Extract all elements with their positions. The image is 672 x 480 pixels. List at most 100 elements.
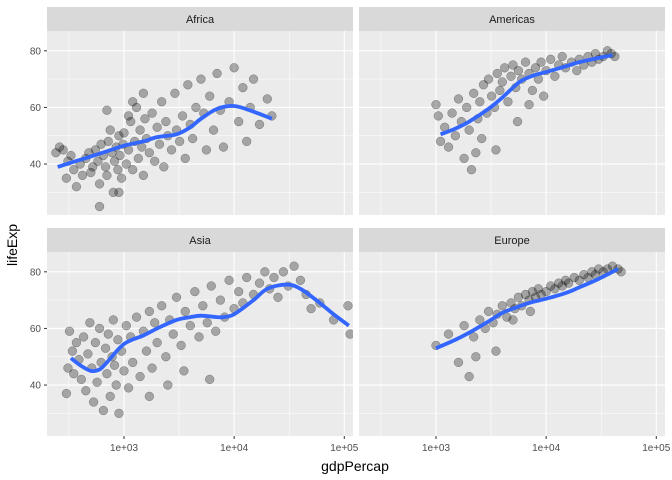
data-point xyxy=(133,153,143,164)
smooth-trend-line xyxy=(439,53,613,137)
data-point xyxy=(86,167,96,178)
data-point xyxy=(563,278,574,288)
facet-panels: Africa Americas Asia Europe xyxy=(47,7,665,436)
data-point xyxy=(69,369,79,379)
data-point xyxy=(51,148,61,158)
data-point xyxy=(154,139,165,149)
data-point xyxy=(550,71,560,81)
data-point xyxy=(306,303,316,314)
data-point xyxy=(459,153,469,164)
data-point xyxy=(506,71,516,81)
data-point xyxy=(254,119,265,130)
data-point xyxy=(159,162,169,172)
axes: 40 60 80 40 60 80 1e+03 1e+04 1e+05 1e+03 1e+04 1e+… xyxy=(30,46,671,454)
data-point xyxy=(278,267,289,277)
facet-strip-label: Asia xyxy=(189,235,211,247)
data-point xyxy=(539,91,549,101)
data-point xyxy=(103,329,113,339)
x-tick-label: 1e+03 xyxy=(422,443,451,454)
data-point xyxy=(574,275,584,285)
data-point xyxy=(462,102,472,113)
facet-strip xyxy=(47,7,353,31)
data-point xyxy=(71,337,82,348)
data-point xyxy=(499,63,510,73)
data-point xyxy=(108,187,118,198)
data-point xyxy=(513,65,524,76)
data-point xyxy=(433,111,443,121)
facet-strip-label: Africa xyxy=(186,14,215,26)
data-point xyxy=(103,136,113,147)
data-point xyxy=(64,326,75,336)
data-point xyxy=(478,80,489,90)
data-point xyxy=(572,65,582,76)
data-point xyxy=(546,281,556,291)
data-point xyxy=(497,301,507,311)
data-point xyxy=(128,357,138,368)
data-point xyxy=(527,286,538,297)
data-point xyxy=(179,366,189,376)
data-point xyxy=(513,292,524,302)
data-point xyxy=(144,306,155,317)
data-point xyxy=(447,108,457,118)
gridlines xyxy=(47,31,353,215)
data-point xyxy=(557,281,567,291)
data-point xyxy=(168,329,178,339)
data-point xyxy=(161,352,171,362)
data-point xyxy=(93,156,103,166)
data-point xyxy=(81,386,91,396)
data-point xyxy=(102,105,112,115)
y-tick-label: 60 xyxy=(30,324,42,335)
y-tick-label: 80 xyxy=(30,267,42,278)
data-point xyxy=(83,349,93,359)
y-axis-title: lifeExp xyxy=(4,224,20,266)
data-point xyxy=(443,142,454,152)
data-point xyxy=(295,275,306,285)
data-point xyxy=(527,85,538,96)
x-tick-label: 1e+05 xyxy=(642,443,671,454)
data-point xyxy=(76,374,86,385)
data-point xyxy=(138,170,149,181)
data-point xyxy=(530,63,541,73)
data-point xyxy=(113,165,123,175)
data-point xyxy=(508,60,518,70)
data-point xyxy=(198,301,208,311)
data-point xyxy=(121,159,131,169)
data-point xyxy=(150,156,160,166)
data-point xyxy=(63,363,73,373)
facet-panel-americas: Americas xyxy=(359,7,665,215)
data-point xyxy=(205,91,215,101)
data-point xyxy=(100,343,111,353)
data-point xyxy=(491,145,501,155)
data-point xyxy=(138,88,149,98)
data-point xyxy=(508,315,518,325)
data-point xyxy=(554,278,564,288)
data-point xyxy=(177,111,188,121)
data-point xyxy=(202,318,212,328)
data-point xyxy=(503,97,513,107)
smooth-trend-line xyxy=(435,267,619,350)
data-point xyxy=(94,201,105,212)
data-point xyxy=(67,346,78,356)
data-point xyxy=(66,150,76,161)
data-point xyxy=(453,94,464,104)
gridlines xyxy=(47,252,353,436)
facet-strip-label: Americas xyxy=(489,14,535,26)
data-point xyxy=(520,289,531,300)
data-point xyxy=(594,264,604,274)
data-point xyxy=(260,267,270,277)
data-point xyxy=(345,329,353,339)
x-tick-label: 1e+05 xyxy=(330,443,359,454)
data-point xyxy=(185,320,195,331)
data-point xyxy=(190,286,200,297)
panel-background xyxy=(47,252,353,436)
data-point xyxy=(218,142,229,152)
data-point xyxy=(171,292,182,302)
data-point xyxy=(477,133,487,144)
x-tick-label: 1e+04 xyxy=(220,443,249,454)
data-point xyxy=(180,153,190,164)
data-point xyxy=(525,306,536,317)
data-point xyxy=(533,284,544,294)
y-tick-label: 40 xyxy=(30,381,42,392)
data-point xyxy=(77,170,88,181)
facet-panel-europe: Europe xyxy=(359,228,665,436)
